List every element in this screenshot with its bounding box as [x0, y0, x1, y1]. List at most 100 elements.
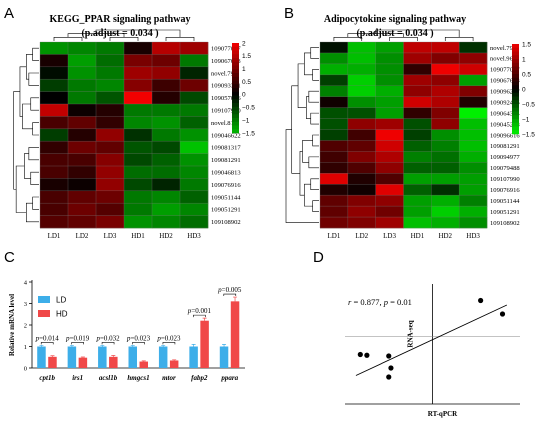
heatmap-row-label: 109096616	[490, 132, 520, 139]
dendrogram-branch	[312, 134, 319, 147]
heatmap-cell	[320, 74, 349, 87]
heatmap-col-label: LD3	[104, 232, 117, 240]
error-bar	[130, 345, 135, 347]
data-point	[478, 297, 484, 304]
heatmap-cell	[459, 195, 488, 207]
heatmap-row-label: 109057066	[211, 95, 241, 102]
heatmap-cell	[347, 42, 376, 54]
data-point	[357, 351, 363, 358]
heatmap-cell	[152, 116, 181, 130]
dendrogram-branch	[306, 96, 311, 119]
dendrogram-branch	[32, 122, 39, 136]
colorbar-segment	[512, 70, 519, 75]
scatter-chart-d: RNA-seq RT-qPCR r = 0.877, p = 0.01	[345, 284, 520, 418]
heatmap-row-label: 109051291	[211, 207, 241, 214]
heatmap-cell	[375, 217, 404, 229]
heatmap-cell	[347, 195, 376, 207]
heatmap-row-label: novel.964	[490, 56, 517, 63]
heatmap-cell	[124, 153, 153, 167]
heatmap-cell	[40, 91, 69, 105]
category-label: irs1	[72, 374, 83, 382]
heatmap-cell	[320, 52, 349, 65]
heatmap-col-label: HD1	[131, 232, 145, 240]
dendrogram-branch	[347, 33, 404, 38]
colorbar-segment	[512, 59, 519, 64]
heatmap-cell	[124, 215, 153, 229]
heatmap-b-title: Adipocytokine signaling pathway	[324, 14, 466, 25]
heatmap-cell	[68, 215, 97, 229]
dendrogram-branch	[24, 153, 31, 179]
colorbar-tick-label: 0	[242, 92, 246, 99]
data-point	[386, 374, 392, 380]
bar-hd	[230, 301, 240, 368]
heatmap-row-label: 109051144	[211, 194, 241, 201]
bar-ld	[67, 346, 77, 368]
colorbar-segment	[232, 58, 239, 63]
heatmap-cell	[152, 153, 181, 167]
error-bar	[39, 345, 44, 347]
heatmap-col-label: LD1	[327, 232, 340, 240]
heatmap-cell	[431, 184, 460, 196]
significance-bracket	[71, 342, 84, 345]
heatmap-row-label: novel.799	[211, 70, 238, 77]
heatmap-cell	[152, 128, 181, 142]
p-value-symbol: p	[35, 334, 40, 342]
heatmap-cell	[180, 141, 209, 154]
heatmap-row-label: 109064384	[490, 110, 520, 117]
stat-p-symbol: p	[383, 297, 388, 307]
dendrogram-branch	[310, 178, 319, 191]
dendrogram-branch	[312, 200, 319, 212]
heatmap-cell	[431, 52, 460, 65]
heatmap-col-label: HD2	[159, 232, 173, 240]
heatmap-col-label: LD2	[76, 232, 89, 240]
error-bar	[222, 344, 227, 347]
dendrogram-branch	[22, 103, 33, 130]
error-bar	[172, 359, 177, 361]
colorbar-segment	[232, 91, 239, 96]
heatmap-cell	[320, 42, 349, 54]
p-value-label: p=0.014	[35, 334, 60, 342]
data-point	[386, 353, 392, 359]
heatmap-cell	[40, 178, 69, 192]
heatmap-row-label: 109067663	[211, 58, 241, 65]
heatmap-cell	[375, 151, 404, 163]
dendrogram-branch	[26, 54, 33, 80]
heatmap-b: novel.799 novel.964 109077027 109067663 1090…	[285, 29, 535, 240]
heatmap-cell	[459, 184, 488, 196]
heatmap-cell	[68, 66, 97, 80]
data-point	[499, 311, 506, 317]
y-tick-label: 3	[24, 301, 27, 308]
bar-hd	[200, 320, 209, 368]
heatmap-cell	[320, 85, 349, 98]
heatmap-cell	[96, 166, 125, 179]
colorbar-tick-label: −1	[242, 117, 250, 124]
colorbar-tick-label: −0.5	[522, 101, 535, 108]
panel-letter-a: A	[4, 5, 14, 22]
heatmap-cell	[347, 85, 376, 98]
heatmap-cell	[459, 96, 488, 108]
heatmap-cell	[431, 85, 460, 98]
category-label: fabp2	[191, 374, 208, 382]
dendrogram-branch	[302, 140, 313, 163]
error-bar	[191, 344, 196, 347]
error-bar	[80, 356, 85, 358]
heatmap-cell	[403, 195, 432, 207]
p-value-number: =0.005	[222, 286, 242, 294]
heatmap-cell	[96, 54, 125, 68]
panel-letter-d: D	[313, 249, 324, 266]
heatmap-row-label: novel.817	[211, 120, 238, 127]
heatmap-cell	[180, 166, 209, 179]
heatmap-cell	[320, 107, 349, 119]
heatmap-cell	[375, 206, 404, 218]
heatmap-cell	[347, 96, 376, 108]
heatmap-cell	[403, 96, 432, 108]
category-label: cpt1b	[39, 374, 55, 382]
heatmap-cell	[96, 141, 125, 154]
heatmap-cell	[347, 184, 376, 196]
heatmap-cell	[347, 129, 376, 141]
heatmap-cell	[459, 206, 488, 218]
category-label: hmgcs1	[127, 374, 149, 382]
colorbar-segment	[512, 115, 519, 120]
panel-letter-b: B	[284, 5, 294, 22]
heatmap-cell	[96, 215, 125, 229]
